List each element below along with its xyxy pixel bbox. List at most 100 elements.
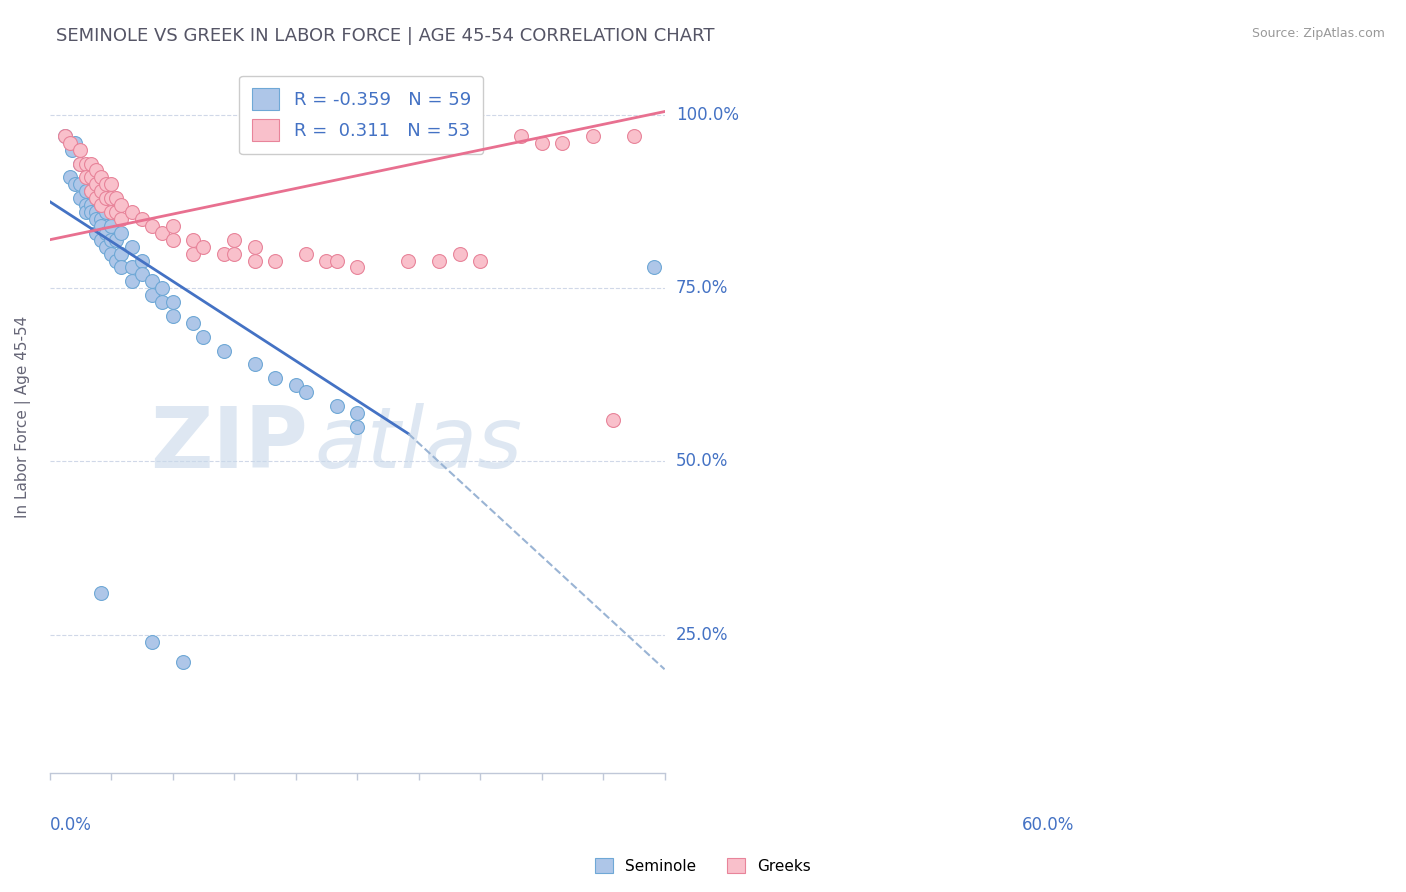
Point bbox=[100, 219, 122, 233]
Point bbox=[193, 240, 215, 254]
Point bbox=[224, 233, 246, 247]
Point bbox=[121, 260, 143, 275]
Point bbox=[105, 253, 128, 268]
Point bbox=[65, 178, 87, 192]
Point bbox=[53, 128, 76, 143]
Point bbox=[90, 198, 112, 212]
Point bbox=[90, 219, 112, 233]
Point bbox=[396, 253, 419, 268]
Point bbox=[110, 246, 132, 260]
Text: SEMINOLE VS GREEK IN LABOR FORCE | AGE 45-54 CORRELATION CHART: SEMINOLE VS GREEK IN LABOR FORCE | AGE 4… bbox=[56, 27, 714, 45]
Point bbox=[181, 316, 204, 330]
Point bbox=[110, 211, 132, 226]
Point bbox=[94, 191, 117, 205]
Point bbox=[90, 198, 112, 212]
Point bbox=[69, 191, 91, 205]
Point bbox=[105, 233, 128, 247]
Point bbox=[84, 178, 107, 192]
Point bbox=[224, 246, 246, 260]
Point bbox=[131, 268, 153, 282]
Point bbox=[346, 260, 368, 275]
Point bbox=[315, 253, 337, 268]
Point bbox=[162, 295, 184, 310]
Point bbox=[60, 143, 83, 157]
Point bbox=[90, 233, 112, 247]
Point bbox=[100, 205, 122, 219]
Point bbox=[152, 295, 174, 310]
Text: 60.0%: 60.0% bbox=[1022, 816, 1074, 834]
Point bbox=[110, 260, 132, 275]
Point bbox=[295, 385, 318, 400]
Point bbox=[427, 253, 450, 268]
Text: 25.0%: 25.0% bbox=[676, 625, 728, 644]
Legend: Seminole, Greeks: Seminole, Greeks bbox=[589, 852, 817, 880]
Text: atlas: atlas bbox=[314, 403, 522, 486]
Point bbox=[80, 156, 103, 170]
Point bbox=[75, 184, 97, 198]
Point bbox=[162, 309, 184, 323]
Point bbox=[152, 281, 174, 295]
Point bbox=[75, 156, 97, 170]
Point bbox=[90, 211, 112, 226]
Point bbox=[131, 211, 153, 226]
Point bbox=[162, 219, 184, 233]
Point bbox=[141, 288, 163, 302]
Point bbox=[346, 406, 368, 420]
Point bbox=[105, 191, 128, 205]
Point bbox=[80, 184, 103, 198]
Point bbox=[530, 136, 553, 150]
Text: 50.0%: 50.0% bbox=[676, 452, 728, 470]
Point bbox=[90, 170, 112, 185]
Text: Source: ZipAtlas.com: Source: ZipAtlas.com bbox=[1251, 27, 1385, 40]
Point bbox=[121, 240, 143, 254]
Point bbox=[105, 205, 128, 219]
Point bbox=[110, 226, 132, 240]
Point bbox=[59, 136, 82, 150]
Point bbox=[468, 253, 491, 268]
Point bbox=[602, 413, 624, 427]
Point bbox=[69, 156, 91, 170]
Point bbox=[90, 586, 112, 600]
Point bbox=[65, 136, 87, 150]
Point bbox=[284, 378, 307, 392]
Point bbox=[172, 656, 194, 670]
Point bbox=[84, 191, 107, 205]
Point bbox=[69, 178, 91, 192]
Point bbox=[162, 233, 184, 247]
Point bbox=[243, 240, 266, 254]
Point bbox=[100, 191, 122, 205]
Point bbox=[100, 246, 122, 260]
Point bbox=[84, 191, 107, 205]
Point bbox=[53, 128, 76, 143]
Point bbox=[84, 205, 107, 219]
Legend: R = -0.359   N = 59, R =  0.311   N = 53: R = -0.359 N = 59, R = 0.311 N = 53 bbox=[239, 76, 484, 154]
Point bbox=[80, 198, 103, 212]
Point bbox=[551, 136, 574, 150]
Point bbox=[449, 246, 471, 260]
Point bbox=[80, 205, 103, 219]
Point bbox=[582, 128, 605, 143]
Point bbox=[90, 184, 112, 198]
Y-axis label: In Labor Force | Age 45-54: In Labor Force | Age 45-54 bbox=[15, 315, 31, 517]
Text: ZIP: ZIP bbox=[150, 403, 308, 486]
Text: 0.0%: 0.0% bbox=[49, 816, 91, 834]
Point bbox=[152, 226, 174, 240]
Point bbox=[100, 178, 122, 192]
Point bbox=[131, 253, 153, 268]
Point bbox=[643, 260, 665, 275]
Point bbox=[325, 253, 347, 268]
Point bbox=[212, 246, 235, 260]
Point bbox=[623, 128, 645, 143]
Point bbox=[69, 143, 91, 157]
Point bbox=[94, 178, 117, 192]
Point bbox=[110, 198, 132, 212]
Point bbox=[100, 233, 122, 247]
Point bbox=[69, 156, 91, 170]
Point bbox=[325, 399, 347, 413]
Point bbox=[141, 634, 163, 648]
Point bbox=[80, 163, 103, 178]
Point bbox=[75, 198, 97, 212]
Point bbox=[264, 371, 287, 385]
Point bbox=[141, 274, 163, 288]
Point bbox=[94, 240, 117, 254]
